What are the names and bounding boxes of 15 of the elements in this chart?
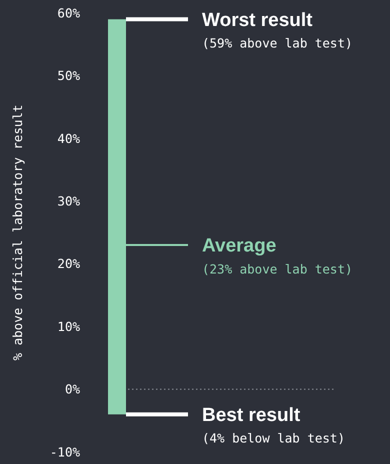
annotation: (4% below lab test) bbox=[202, 430, 345, 446]
ref-line-label: Average bbox=[202, 236, 276, 257]
y-tick-label: 10% bbox=[57, 318, 80, 334]
y-tick-label: 20% bbox=[57, 256, 80, 272]
ref-line-label: Best result bbox=[202, 405, 301, 426]
y-tick-label: 40% bbox=[57, 130, 80, 146]
y-tick-label: 0% bbox=[64, 382, 80, 397]
y-tick-label: 30% bbox=[57, 194, 80, 209]
ref-line-label: Worst result bbox=[202, 10, 314, 31]
annotation: (23% above lab test) bbox=[202, 261, 353, 276]
y-tick-label: 50% bbox=[57, 68, 80, 84]
y-tick-label: -10% bbox=[50, 444, 80, 460]
y-tick-label: 60% bbox=[57, 5, 80, 20]
annotation: (59% above lab test) bbox=[202, 36, 353, 51]
y-axis-title: % above official laboratory result bbox=[10, 104, 25, 360]
